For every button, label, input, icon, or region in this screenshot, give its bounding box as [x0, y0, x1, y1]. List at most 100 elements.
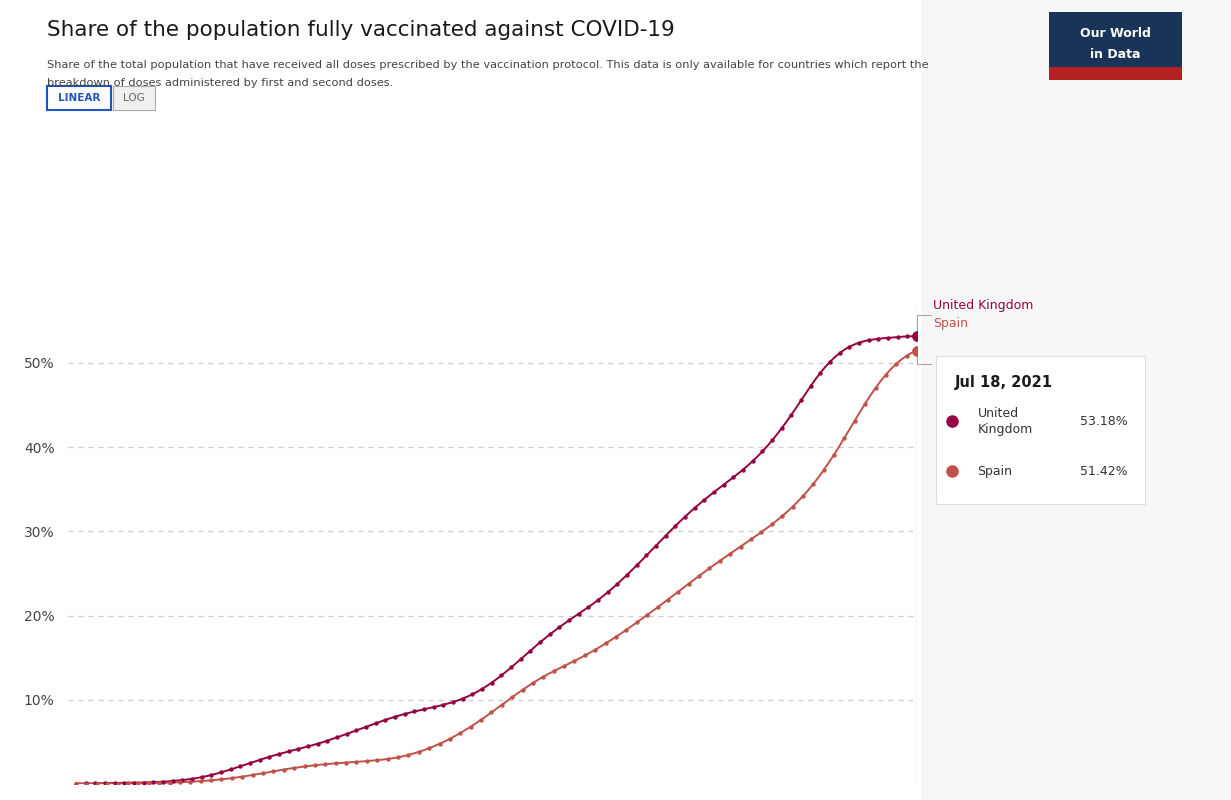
Point [315, 758, 335, 770]
Point [549, 621, 569, 634]
Point [367, 754, 387, 766]
Point [694, 494, 714, 506]
Point [399, 749, 419, 762]
Point [849, 336, 869, 349]
Point [463, 688, 483, 701]
Point [144, 776, 164, 789]
Point [554, 660, 574, 673]
Point [907, 345, 927, 358]
Point [704, 486, 724, 498]
Point [378, 753, 398, 766]
Point [212, 766, 231, 778]
Point [762, 518, 782, 531]
Point [66, 778, 86, 790]
Point [792, 394, 811, 406]
Point [97, 778, 117, 790]
Point [869, 332, 889, 345]
Point [260, 750, 279, 763]
Point [356, 721, 375, 734]
Point [782, 408, 801, 421]
Point [114, 777, 134, 790]
Point [443, 695, 463, 708]
Point [308, 738, 327, 750]
Text: LOG: LOG [123, 94, 145, 103]
Point [731, 540, 751, 553]
Point [859, 334, 879, 346]
Point [439, 732, 459, 745]
Point [648, 601, 667, 614]
Point [511, 653, 531, 666]
Point [250, 754, 270, 766]
Point [699, 562, 719, 574]
Point [230, 760, 250, 773]
Point [318, 734, 337, 747]
Point [108, 777, 128, 790]
Text: Spain: Spain [977, 465, 1012, 478]
Point [627, 559, 646, 572]
Point [182, 772, 202, 785]
Point [772, 422, 792, 434]
Point [409, 746, 428, 758]
Point [270, 748, 289, 761]
Point [366, 717, 385, 730]
Point [741, 533, 761, 546]
Text: 51.42%: 51.42% [1081, 465, 1128, 478]
Point [801, 379, 821, 392]
Point [565, 654, 585, 667]
Point [460, 720, 480, 733]
Point [420, 742, 439, 754]
Point [676, 510, 696, 523]
Text: 53.18%: 53.18% [1081, 414, 1128, 428]
Point [586, 643, 606, 656]
Point [162, 774, 182, 787]
Point [810, 366, 830, 379]
Point [714, 478, 734, 491]
Point [86, 777, 106, 790]
Point [326, 757, 346, 770]
Point [222, 772, 241, 785]
Point [134, 776, 154, 789]
Point [388, 751, 407, 764]
Point [656, 529, 676, 542]
Point [327, 731, 347, 744]
Point [453, 692, 473, 705]
Point [724, 471, 744, 484]
Point [181, 775, 201, 788]
Point [405, 705, 425, 718]
Point [540, 628, 560, 641]
Point [617, 623, 636, 636]
Point [160, 776, 180, 789]
Point [491, 669, 511, 682]
Point [233, 770, 252, 783]
Point [105, 777, 124, 790]
Point [375, 714, 395, 726]
Point [888, 330, 907, 343]
Point [154, 775, 174, 788]
Point [814, 464, 833, 477]
Point [531, 636, 550, 649]
Point [288, 742, 308, 755]
Point [118, 777, 138, 790]
Point [533, 670, 553, 683]
Point [744, 454, 763, 467]
Point [666, 519, 686, 532]
Point [294, 760, 314, 773]
Point [907, 330, 927, 342]
Point [659, 593, 678, 606]
Point [762, 434, 782, 447]
Point [668, 586, 688, 598]
Point [579, 601, 598, 614]
Point [415, 703, 435, 716]
Point [513, 683, 533, 696]
Point [544, 665, 564, 678]
Point [559, 614, 579, 626]
Point [840, 340, 859, 353]
Point [430, 738, 449, 750]
Point [608, 578, 628, 590]
Text: in Data: in Data [1089, 48, 1141, 61]
Text: Jul 18, 2021: Jul 18, 2021 [954, 375, 1053, 390]
Point [263, 765, 283, 778]
Point [336, 756, 356, 769]
Point [678, 578, 698, 590]
Point [734, 463, 753, 476]
